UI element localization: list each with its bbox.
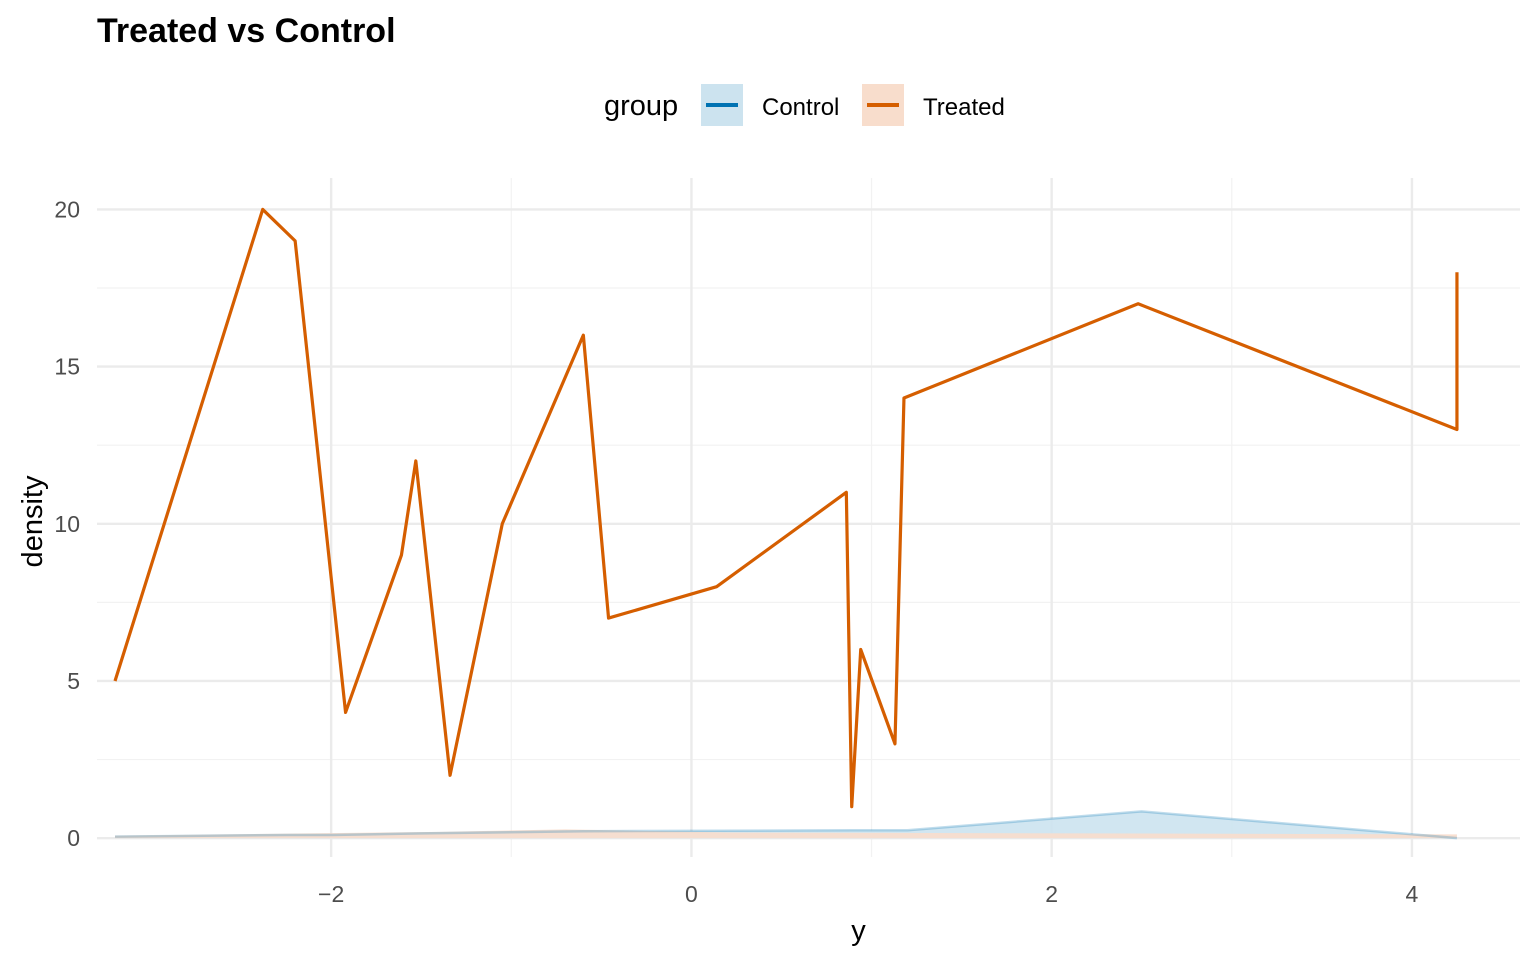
legend-label-treated: Treated (923, 94, 1005, 121)
treated-line (113, 207, 1459, 809)
legend: group Control Treated (0, 84, 1536, 132)
y-tick-label: 20 (54, 196, 80, 222)
legend-key-treated-line (867, 103, 899, 107)
legend-key-control (701, 84, 743, 126)
control-area (115, 811, 1457, 839)
x-tick-label: 2 (1045, 881, 1058, 907)
y-tick-label: 15 (54, 354, 80, 380)
x-tick-label: −2 (318, 881, 344, 907)
control-line (115, 810, 1458, 840)
y-tick-label: 0 (67, 825, 80, 851)
x-tick-label: 4 (1406, 881, 1419, 907)
legend-key-control-line (706, 103, 738, 107)
legend-title: group (604, 90, 679, 122)
y-tick-label: 5 (67, 668, 80, 694)
x-tick-label: 0 (685, 881, 698, 907)
legend-key-treated (862, 84, 904, 126)
y-tick-label: 10 (54, 511, 80, 537)
y-axis-title: density (17, 475, 49, 567)
x-axis-title: y (851, 915, 866, 947)
legend-label-control: Control (762, 94, 840, 121)
chart-title: Treated vs Control (97, 12, 396, 50)
treated-area (115, 829, 1457, 839)
